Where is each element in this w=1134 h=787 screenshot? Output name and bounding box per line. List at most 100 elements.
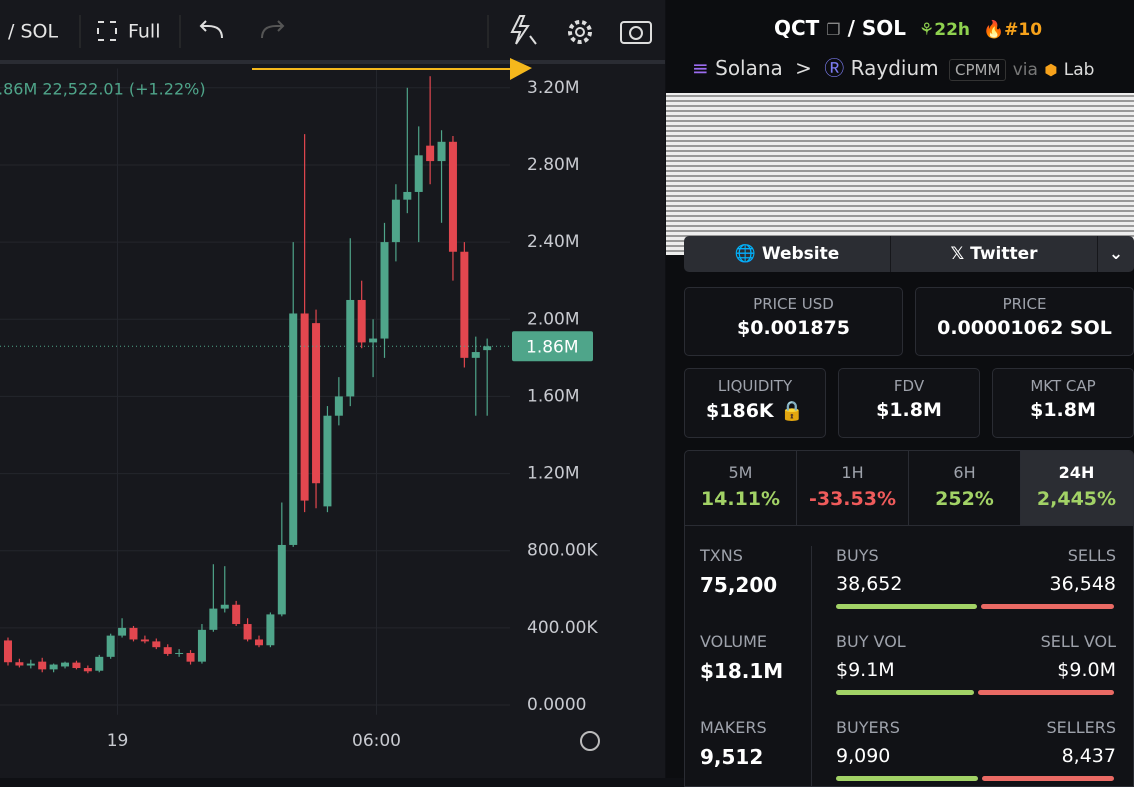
candle-body xyxy=(197,629,206,662)
candle-body xyxy=(346,299,355,397)
liquidity-label: LIQUIDITY xyxy=(717,377,793,395)
candle-body xyxy=(186,652,195,662)
candle-body xyxy=(72,662,81,669)
copy-icon[interactable]: ❐ xyxy=(826,20,841,39)
age-text: 22h xyxy=(934,20,971,40)
right-label: SELLERS xyxy=(1046,718,1116,737)
candle-body xyxy=(243,624,252,640)
candle-body xyxy=(483,346,492,351)
right-value: 36,548 xyxy=(1049,573,1116,595)
candle-body xyxy=(163,647,172,654)
change-cell[interactable]: 1H -33.53% xyxy=(797,451,909,526)
redo-button[interactable] xyxy=(261,20,285,39)
y-tick-label: 400.00K xyxy=(527,618,598,638)
sell-bar xyxy=(980,604,1114,609)
last-price-tag xyxy=(512,331,593,362)
candle-body xyxy=(129,627,138,640)
base-symbol: QCT xyxy=(774,16,820,40)
change-cell[interactable]: 5M 14.11% xyxy=(685,451,797,526)
fdv-label: FDV xyxy=(893,377,925,395)
right-label: SELL VOL xyxy=(1040,632,1116,651)
chart-legend: .86M 22,522.01 (+1.22%) xyxy=(0,80,206,99)
candle-body xyxy=(300,313,309,501)
right-value: $9.0M xyxy=(1057,659,1116,681)
via: via xyxy=(1012,60,1038,80)
quote-symbol: SOL xyxy=(861,16,907,40)
y-tick-label: 1.60M xyxy=(527,386,580,406)
arrow-annotation xyxy=(252,58,532,80)
rank-text: #10 xyxy=(1004,20,1043,40)
toolbar xyxy=(0,0,665,60)
website-button[interactable]: 🌐 Website xyxy=(684,236,891,272)
chain-icon: ≡ xyxy=(692,56,709,80)
info-panel: QCT ❐ / SOL ⚘22h 🔥#10 ≡ Solana > Ⓡ Raydi… xyxy=(666,0,1134,787)
lock-icon: 🔒 xyxy=(780,400,804,422)
buy-bar xyxy=(836,604,977,609)
fdv-card: FDV $1.8M xyxy=(838,368,980,438)
dex[interactable]: Raydium xyxy=(850,56,939,80)
stat-label: MAKERS xyxy=(700,718,767,737)
stat-label: VOLUME xyxy=(700,632,767,651)
snapshot-button[interactable] xyxy=(620,21,652,44)
fdv-value: $1.8M xyxy=(876,399,942,421)
more-links[interactable]: ⌄ xyxy=(1108,244,1124,264)
left-value: 9,090 xyxy=(836,745,891,767)
change-cell[interactable]: 24H 2,445% xyxy=(1021,451,1133,526)
liquidity-card: LIQUIDITY $186K 🔒 xyxy=(684,368,826,438)
candle-body xyxy=(61,662,70,667)
stats-box: TXNS 75,200 BUYS SELLS 38,652 36,548 VOLUME $18… xyxy=(684,525,1134,787)
candle-body xyxy=(49,664,58,670)
buy-bar xyxy=(836,690,974,695)
candle-body xyxy=(380,242,389,339)
candle-body xyxy=(437,141,446,162)
fullscreen-icon[interactable] xyxy=(97,21,117,41)
candle-body xyxy=(357,299,366,343)
change-value: 252% xyxy=(935,488,994,510)
candle-body xyxy=(254,639,263,646)
change-period: 1H xyxy=(841,463,864,482)
stat-value: 9,512 xyxy=(700,745,764,769)
left-label: BUYERS xyxy=(836,718,900,737)
undo-button[interactable] xyxy=(199,20,223,39)
y-tick-label: 2.80M xyxy=(527,155,580,175)
y-tick-label: 1.20M xyxy=(527,464,580,484)
candle-body xyxy=(15,662,24,666)
candle-body xyxy=(266,614,275,646)
price-native-value: 0.00001062 SOL xyxy=(937,317,1112,339)
left-label: BUY VOL xyxy=(836,632,906,651)
launchpad[interactable]: Lab xyxy=(1063,60,1095,80)
price-usd-card: PRICE USD $0.001875 xyxy=(684,287,903,356)
pair-symbol[interactable]: / SOL xyxy=(8,21,58,43)
mkt-cap-value: $1.8M xyxy=(1030,399,1096,421)
settings-button[interactable] xyxy=(568,20,592,44)
pair-header: QCT ❐ / SOL ⚘22h 🔥#10 xyxy=(774,16,1042,40)
stat-value: 75,200 xyxy=(700,573,778,597)
change-value: 14.11% xyxy=(700,488,781,510)
y-tick-label: 2.40M xyxy=(527,232,580,252)
change-cell[interactable]: 6H 252% xyxy=(909,451,1021,526)
fullscreen-button[interactable]: Full xyxy=(128,21,161,43)
price-native-label: PRICE xyxy=(1002,295,1047,313)
candle-body xyxy=(277,544,286,615)
stat-value: $18.1M xyxy=(700,659,784,683)
axis-settings[interactable] xyxy=(580,731,600,751)
left-label: BUYS xyxy=(836,546,879,565)
candle-body xyxy=(38,661,47,670)
mkt-cap-card: MKT CAP $1.8M xyxy=(992,368,1134,438)
candle-body xyxy=(471,352,480,358)
price-usd-value: $0.001875 xyxy=(737,317,850,339)
chart-panel: / SOL Full .86M 22,522.01 (+1.22%) 0.000… xyxy=(0,0,665,751)
indicators-button[interactable] xyxy=(510,15,537,45)
chain[interactable]: Solana xyxy=(715,56,783,80)
last-price-label: 1.86M xyxy=(526,337,579,357)
pool-type: CPMM xyxy=(948,59,1007,81)
twitter-button[interactable]: 𝕏 Twitter xyxy=(891,236,1098,272)
right-label: SELLS xyxy=(1067,546,1116,565)
route: ≡ Solana > Ⓡ Raydium CPMM via ⬢ Lab xyxy=(692,52,1094,81)
price-usd-label: PRICE USD xyxy=(753,295,834,313)
candle-body xyxy=(448,141,457,252)
twitter-label: Twitter xyxy=(970,244,1038,264)
left-value: 38,652 xyxy=(836,573,903,595)
candle-body xyxy=(460,251,469,358)
